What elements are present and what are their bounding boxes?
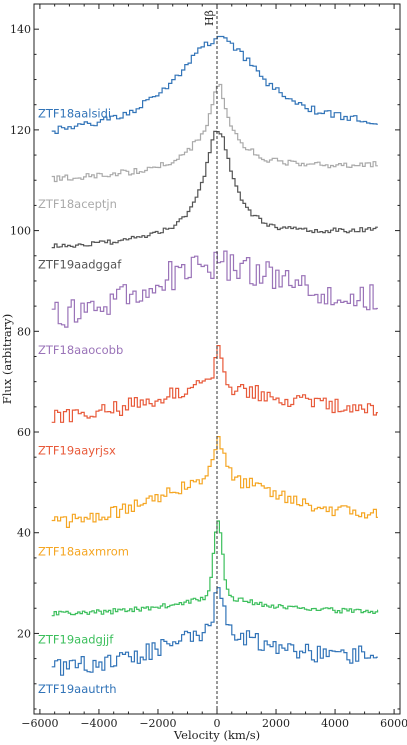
h-beta-label: Hβ	[203, 10, 216, 26]
series-label-ZTF19aayrjsx: ZTF19aayrjsx	[38, 444, 116, 458]
series-label-ZTF18aceptjn: ZTF18aceptjn	[38, 197, 117, 211]
series-line-ZTF18aceptjn	[51, 83, 378, 183]
x-tick-label: 0	[214, 717, 221, 730]
series-label-ZTF19aadggaf: ZTF19aadggaf	[38, 257, 122, 271]
y-tick-label: 60	[17, 426, 31, 439]
x-tick-label: −6000	[21, 717, 58, 730]
reference-line-layer: Hβ	[203, 4, 218, 714]
series-line-ZTF19aayrjsx	[51, 345, 378, 423]
y-tick-label: 20	[17, 627, 31, 640]
y-tick-label: 40	[17, 527, 31, 540]
series-label-ZTF18aalsidi: ZTF18aalsidi	[38, 106, 111, 120]
series-line-ZTF18aaocobb	[51, 250, 378, 328]
series-line-ZTF18aalsidi	[51, 35, 378, 134]
series-line-ZTF19aadggaf	[51, 130, 378, 249]
x-tick-label: 2000	[262, 717, 290, 730]
series-label-ZTF19aadgjjf: ZTF19aadgjjf	[38, 633, 114, 647]
series-label-ZTF18aaocobb: ZTF18aaocobb	[38, 343, 123, 357]
x-tick-label: −4000	[80, 717, 117, 730]
series-labels-layer: ZTF18aalsidi ZTF18aceptjn ZTF19aadggaf ZTF1…	[38, 106, 129, 696]
x-axis-title: Velocity (km/s)	[173, 728, 260, 742]
series-line-ZTF19aadgjjf	[51, 520, 379, 617]
y-tick-label: 100	[10, 225, 31, 238]
series-line-ZTF19aautrth	[51, 587, 378, 676]
series-label-ZTF18aaxmrom: ZTF18aaxmrom	[38, 544, 129, 558]
y-tick-label: 80	[17, 325, 31, 338]
y-tick-label: 120	[10, 124, 31, 137]
axes-layer: −6000 −4000 −2000 0 2000 4000 6000 20 40 60 80 100 1…	[10, 3, 407, 730]
y-tick-label: 140	[10, 23, 31, 36]
x-tick-label: −2000	[139, 717, 176, 730]
x-tick-label: 4000	[321, 717, 349, 730]
series-line-ZTF18aaxmrom	[51, 436, 378, 528]
x-tick-label: 6000	[380, 717, 407, 730]
series-label-ZTF19aautrth: ZTF19aautrth	[38, 682, 117, 696]
y-axis-title: Flux (arbitrary)	[0, 314, 14, 405]
